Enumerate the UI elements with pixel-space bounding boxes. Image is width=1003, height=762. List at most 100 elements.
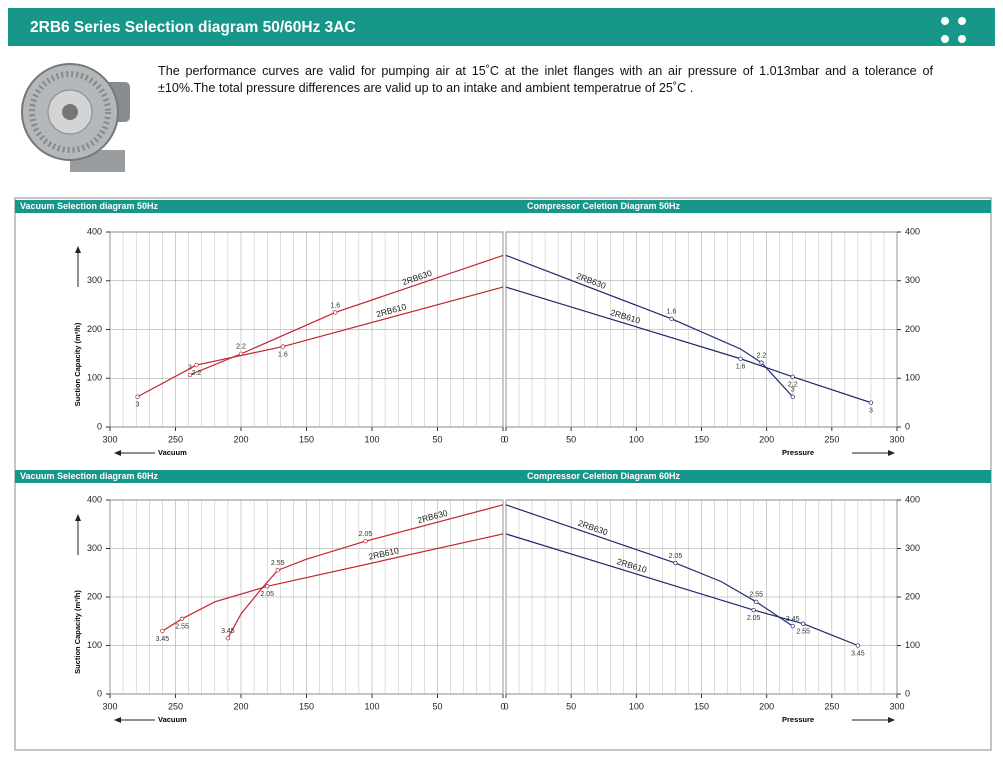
series-line (137, 286, 504, 398)
series-line (505, 504, 794, 627)
point-marker (790, 623, 795, 629)
arrow-head (75, 246, 81, 253)
point-marker (790, 374, 795, 379)
header-bar (8, 8, 995, 46)
x-tick-label: 250 (168, 434, 183, 444)
x-tick-label: 100 (364, 701, 379, 711)
chart-title: Compressor Celetion Diagram 50Hz (527, 201, 681, 211)
x-tick-label: 300 (889, 434, 904, 444)
x-axis-label: Pressure (782, 448, 814, 457)
menu-dots (941, 17, 966, 43)
y-tick-label: 200 (905, 324, 920, 334)
intro-text: The performance curves are valid for pum… (158, 64, 933, 95)
point-label: 2.55 (749, 592, 763, 599)
chart-title: Vacuum Selection diagram 60Hz (20, 471, 159, 481)
point-label: 1.6 (278, 351, 288, 358)
x-tick-label: 0 (500, 701, 505, 711)
arrow-head (888, 450, 895, 456)
arrow-head (114, 450, 121, 456)
y-tick-label: 400 (87, 494, 102, 504)
series-line (162, 533, 504, 632)
point-marker (754, 599, 759, 604)
point-label: 1.6 (667, 309, 677, 316)
point-label: 2.05 (669, 553, 683, 560)
point-marker (333, 310, 338, 315)
point-marker (868, 400, 874, 405)
point-label: 3.45 (851, 650, 865, 657)
point-label: 1.6 (330, 302, 340, 309)
series-line (227, 504, 504, 639)
y-tick-label: 300 (905, 275, 920, 285)
point-marker (194, 362, 199, 368)
point-marker (738, 356, 743, 361)
y-tick-label: 0 (905, 421, 910, 431)
y-axis-label: Suction Capacity (m³/h) (73, 590, 82, 674)
point-marker (759, 360, 764, 365)
x-tick-label: 150 (299, 701, 314, 711)
y-tick-label: 200 (87, 591, 102, 601)
point-label: 3.45 (786, 616, 800, 623)
x-tick-label: 250 (824, 701, 839, 711)
y-tick-label: 0 (97, 421, 102, 431)
point-label: 2.05 (747, 615, 761, 622)
point-marker (275, 568, 280, 573)
x-axis-label: Vacuum (158, 715, 187, 724)
point-label: 2.2 (236, 344, 246, 351)
point-marker (280, 344, 286, 349)
x-tick-label: 0 (503, 434, 508, 444)
x-tick-label: 50 (432, 701, 442, 711)
series-name: 2RB610 (375, 301, 408, 319)
x-tick-label: 50 (432, 434, 442, 444)
series-line (505, 286, 872, 404)
point-marker (363, 539, 368, 544)
y-tick-label: 400 (905, 226, 920, 236)
x-tick-label: 300 (889, 701, 904, 711)
point-marker (790, 394, 795, 399)
y-tick-label: 200 (905, 591, 920, 601)
series-name: 2RB630 (416, 508, 449, 526)
arrow-head (114, 717, 121, 723)
point-marker (187, 372, 193, 377)
series-line (505, 254, 794, 398)
x-axis-label: Vacuum (158, 448, 187, 457)
x-tick-label: 50 (566, 701, 576, 711)
x-tick-label: 300 (102, 434, 117, 444)
y-tick-label: 400 (87, 226, 102, 236)
series-name: 2RB610 (368, 545, 400, 561)
section-bar (15, 470, 991, 483)
x-tick-label: 100 (364, 434, 379, 444)
point-marker (160, 628, 165, 634)
x-tick-label: 250 (824, 434, 839, 444)
point-label: 2.05 (260, 591, 274, 598)
point-label: 3 (869, 407, 873, 414)
point-label: 2.55 (271, 560, 285, 567)
x-tick-label: 100 (629, 701, 644, 711)
x-axis-label: Pressure (782, 715, 814, 724)
y-tick-label: 100 (87, 640, 102, 650)
point-marker (669, 316, 674, 321)
x-tick-label: 200 (759, 434, 774, 444)
y-tick-label: 0 (905, 688, 910, 698)
x-tick-label: 0 (503, 701, 508, 711)
point-label: 2.55 (175, 624, 189, 631)
point-label: 3 (136, 402, 140, 409)
header-title: 2RB6 Series Selection diagram 50/60Hz 3A… (30, 19, 356, 36)
point-marker (673, 560, 678, 566)
x-tick-label: 200 (233, 701, 248, 711)
x-tick-label: 100 (629, 434, 644, 444)
chart-title: Compressor Celetion Diagram 60Hz (527, 471, 681, 481)
point-label: 2.2 (192, 370, 202, 377)
point-label: 3.45 (156, 636, 170, 643)
series-line (505, 533, 859, 647)
x-tick-label: 300 (102, 701, 117, 711)
point-marker (855, 643, 861, 648)
arrow-head (75, 514, 81, 521)
y-tick-label: 0 (97, 688, 102, 698)
point-label: 1.6 (736, 364, 746, 371)
blower-image (21, 63, 130, 172)
x-tick-label: 250 (168, 701, 183, 711)
x-tick-label: 150 (694, 701, 709, 711)
x-tick-label: 150 (694, 434, 709, 444)
